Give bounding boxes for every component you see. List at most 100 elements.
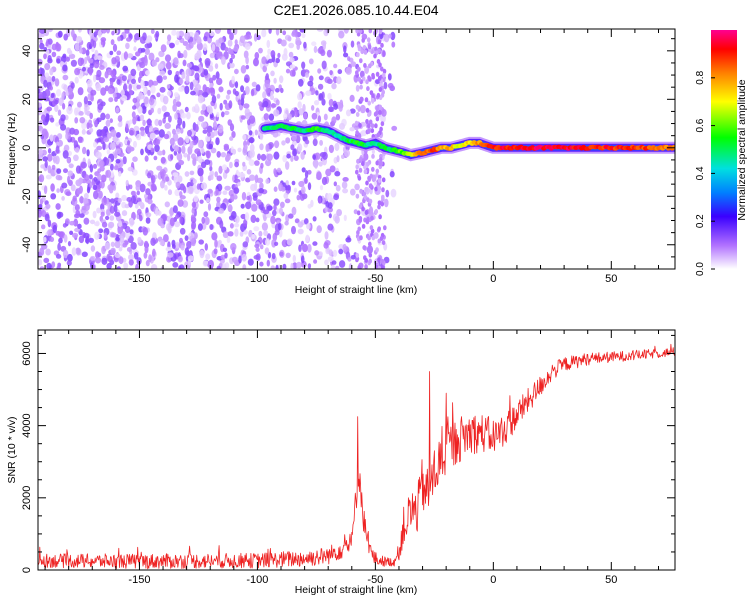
noise-point [262,65,268,73]
noise-point [318,161,323,167]
noise-point [163,133,170,140]
noise-point [203,35,209,42]
noise-point [56,168,62,174]
noise-point [167,90,172,96]
noise-point [106,262,112,269]
noise-point [379,126,383,132]
noise-point [338,103,343,112]
noise-point [43,185,48,195]
noise-point [266,153,273,161]
noise-point [326,193,333,201]
noise-point [139,183,146,193]
noise-point [186,62,192,68]
noise-point [78,111,84,116]
noise-point [289,64,296,69]
noise-point [122,65,128,72]
noise-point [117,227,123,235]
noise-point [227,231,234,237]
noise-point [204,243,208,251]
noise-point [302,243,308,253]
noise-point [321,176,328,186]
noise-point [116,79,121,85]
noise-point [184,85,190,95]
noise-point [100,87,107,96]
noise-point [295,37,301,46]
noise-point [373,53,377,59]
noise-point [241,93,245,100]
noise-point [95,251,100,259]
noise-point [117,115,123,122]
noise-point [279,251,284,257]
noise-point [257,177,264,184]
noise-point [90,255,96,261]
noise-point [324,206,328,213]
noise-point [73,154,79,162]
noise-point [74,42,80,52]
noise-point [317,115,322,123]
noise-point [199,199,204,204]
noise-point [253,226,260,232]
noise-point [164,54,172,62]
noise-point [194,32,200,39]
noise-point [61,92,65,101]
noise-point [229,161,233,169]
noise-point [244,112,251,120]
noise-point [122,156,127,165]
noise-point [227,29,232,35]
noise-point [212,121,218,130]
noise-point [49,68,54,76]
noise-point [301,32,306,39]
noise-point [119,152,125,157]
noise-point [75,165,81,174]
snr-plot-area [38,330,675,570]
spectrogram-y-label: Frequency (Hz) [6,113,18,185]
noise-point [96,145,103,151]
noise-point [43,79,48,88]
noise-point [67,170,74,177]
noise-point [245,56,249,65]
noise-point [112,184,117,191]
noise-point [172,262,179,268]
colorbar-ticks: 0.0 0.2 0.4 0.6 0.8 [695,70,715,276]
noise-point [380,258,384,264]
noise-point [381,177,386,183]
noise-point [65,218,70,225]
noise-point [275,88,280,93]
noise-point [159,70,166,76]
noise-point [367,128,371,134]
noise-point [126,247,132,252]
noise-point [275,99,280,106]
noise-point [173,92,179,98]
noise-point [165,246,172,252]
noise-point [307,263,312,269]
noise-point [243,103,250,109]
spectrogram-marks [38,29,675,269]
noise-point [182,59,187,67]
noise-point [210,174,214,181]
noise-point [139,70,143,79]
noise-point [266,54,270,61]
noise-point [171,243,176,249]
noise-point [240,85,245,93]
noise-point [211,43,216,52]
noise-point [221,164,228,171]
noise-point [156,75,163,84]
noise-point [79,48,83,54]
noise-point [357,265,361,269]
noise-point [38,148,44,155]
noise-point [39,120,43,126]
noise-point [203,69,209,76]
noise-point [134,33,141,41]
noise-point [328,144,334,154]
noise-point [367,100,372,106]
noise-point [156,92,161,98]
noise-point [140,79,145,89]
noise-point [194,232,198,240]
noise-point [216,196,221,203]
noise-point [371,166,375,172]
noise-point [347,257,352,262]
noise-point [350,254,357,260]
noise-point [242,134,247,141]
noise-point [311,41,317,46]
noise-point [123,262,129,269]
